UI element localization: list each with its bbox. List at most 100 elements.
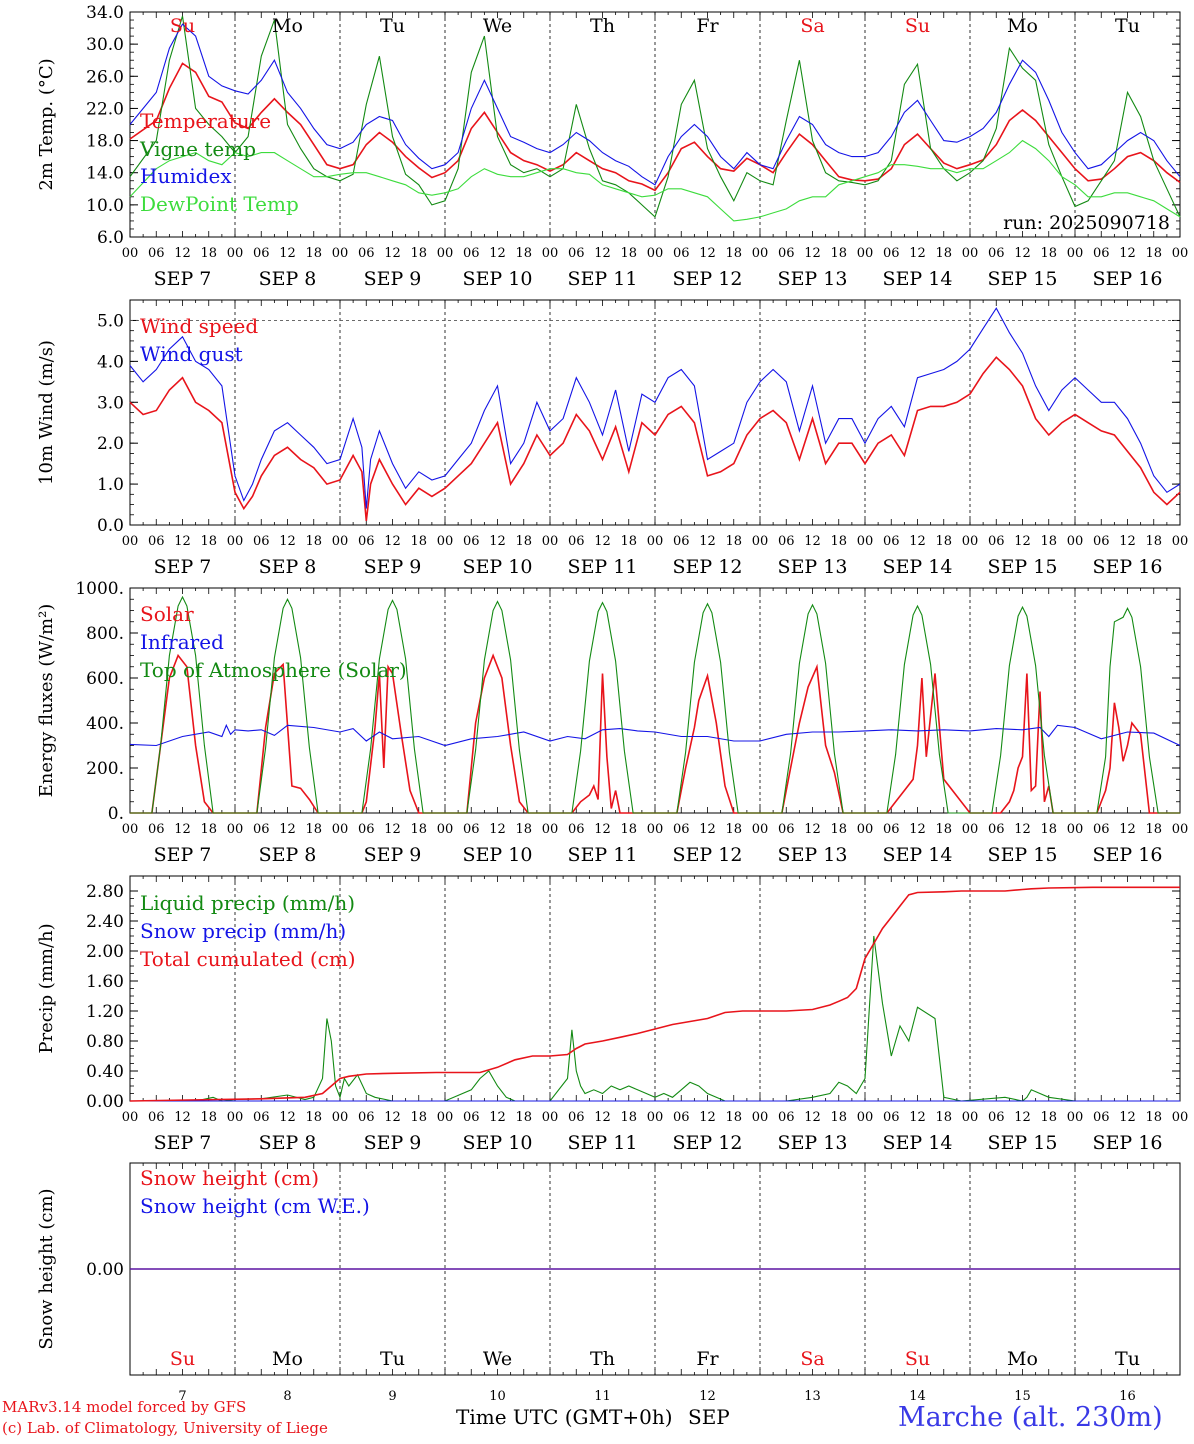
day-name-label: Tu — [380, 1348, 405, 1370]
hour-tick-label: 00 — [542, 246, 559, 261]
hour-tick-label: 06 — [358, 1110, 375, 1125]
hour-tick-label: 12 — [594, 246, 611, 261]
hour-tick-label: 00 — [647, 1110, 664, 1125]
date-label: SEP 13 — [778, 844, 848, 866]
legend-entry: Wind speed — [140, 314, 258, 338]
date-label: SEP 7 — [154, 268, 212, 290]
hour-tick-label: 00 — [752, 246, 769, 261]
date-label: SEP 15 — [988, 268, 1058, 290]
day-name-label: Fr — [696, 1348, 719, 1370]
y-tick-label: 0.00 — [86, 1092, 124, 1112]
y-tick-label: 14.0 — [86, 164, 124, 184]
y-tick-label: 2.00 — [86, 942, 124, 962]
date-label: SEP 9 — [364, 556, 422, 578]
hour-tick-label: 06 — [253, 534, 270, 549]
date-label: SEP 7 — [154, 556, 212, 578]
day-number-label: 16 — [1119, 1389, 1136, 1404]
hour-tick-label: 12 — [594, 534, 611, 549]
hour-tick-label: 06 — [358, 246, 375, 261]
date-label: SEP 16 — [1093, 556, 1163, 578]
hour-tick-label: 12 — [489, 1110, 506, 1125]
day-name-label: Tu — [380, 15, 405, 37]
date-label: SEP 9 — [364, 844, 422, 866]
hour-tick-label: 18 — [830, 1110, 847, 1125]
hour-tick-label: 12 — [804, 822, 821, 837]
date-label: SEP 12 — [673, 556, 743, 578]
hour-tick-label: 18 — [935, 1110, 952, 1125]
day-name-label: Sa — [800, 1348, 824, 1370]
y-tick-label: 1.0 — [97, 475, 124, 495]
legend-entry: Vigne temp — [139, 137, 256, 161]
chart-panel-5: 0.00 Snow height (cm) Snow height (cm) Snow… — [36, 1162, 1181, 1404]
y-tick-label: 2.80 — [86, 882, 124, 902]
hour-tick-label: 06 — [358, 822, 375, 837]
hour-tick-label: 00 — [752, 822, 769, 837]
day-number-label: 13 — [804, 1389, 821, 1404]
hour-tick-label: 00 — [122, 534, 139, 549]
series-line-top-of-atmosphere-solar- — [130, 595, 1180, 814]
hour-tick-label: 18 — [305, 534, 322, 549]
hour-tick-label: 00 — [227, 534, 244, 549]
hour-tick-label: 00 — [542, 822, 559, 837]
legend-entry: DewPoint Temp — [140, 192, 299, 216]
hour-tick-label: 06 — [1093, 822, 1110, 837]
hour-tick-label: 18 — [830, 246, 847, 261]
date-label: SEP 7 — [154, 844, 212, 866]
hour-tick-label: 06 — [883, 822, 900, 837]
hour-tick-label: 00 — [857, 1110, 874, 1125]
hour-tick-label: 00 — [1172, 1110, 1189, 1125]
y-tick-label: 1000. — [75, 579, 124, 599]
hour-tick-label: 12 — [909, 1110, 926, 1125]
series-line-wind-speed — [129, 356, 1181, 521]
hour-tick-label: 12 — [804, 534, 821, 549]
series-line-temperature — [129, 62, 1181, 192]
hour-tick-label: 00 — [857, 246, 874, 261]
date-label: SEP 14 — [883, 844, 953, 866]
hour-tick-label: 12 — [1014, 534, 1031, 549]
hour-tick-label: 00 — [227, 822, 244, 837]
hour-tick-label: 00 — [1067, 246, 1084, 261]
date-label: SEP 13 — [778, 1132, 848, 1154]
legend-entry: Humidex — [140, 164, 232, 188]
date-label: SEP 15 — [988, 844, 1058, 866]
hour-tick-label: 12 — [174, 1110, 191, 1125]
hour-tick-label: 00 — [962, 246, 979, 261]
legend-entry: Snow precip (mm/h) — [140, 919, 346, 943]
y-tick-label: 200. — [86, 759, 124, 779]
hour-tick-label: 18 — [1040, 822, 1057, 837]
day-name-label: Sa — [800, 15, 824, 37]
day-name-label: Su — [170, 15, 195, 37]
series-line-vigne-temp — [129, 15, 1181, 218]
date-label: SEP 9 — [364, 1132, 422, 1154]
run-label: run: 2025090718 — [1003, 212, 1170, 234]
hour-tick-label: 00 — [332, 246, 349, 261]
hour-tick-label: 18 — [1145, 246, 1162, 261]
hour-tick-label: 06 — [778, 1110, 795, 1125]
hour-tick-label: 06 — [883, 534, 900, 549]
hour-tick-label: 18 — [1040, 534, 1057, 549]
hour-tick-label: 06 — [1093, 246, 1110, 261]
hour-tick-label: 00 — [122, 246, 139, 261]
hour-tick-label: 06 — [988, 822, 1005, 837]
y-tick-label: 5.0 — [97, 311, 124, 331]
hour-tick-label: 18 — [200, 534, 217, 549]
hour-tick-label: 12 — [804, 1110, 821, 1125]
hour-tick-label: 00 — [542, 1110, 559, 1125]
day-number-label: 10 — [489, 1389, 506, 1404]
day-number-label: 7 — [178, 1389, 186, 1404]
day-name-label: Tu — [1115, 15, 1140, 37]
date-label: SEP 8 — [259, 268, 317, 290]
hour-tick-label: 06 — [463, 1110, 480, 1125]
day-number-label: 15 — [1014, 1389, 1031, 1404]
hour-tick-label: 12 — [489, 534, 506, 549]
hour-tick-label: 12 — [279, 1110, 296, 1125]
hour-tick-label: 06 — [988, 534, 1005, 549]
hour-tick-label: 12 — [384, 246, 401, 261]
date-label: SEP 10 — [463, 556, 533, 578]
hour-tick-label: 06 — [673, 246, 690, 261]
hour-tick-label: 00 — [227, 246, 244, 261]
date-label: SEP 12 — [673, 1132, 743, 1154]
hour-tick-label: 12 — [174, 822, 191, 837]
hour-tick-label: 00 — [857, 822, 874, 837]
